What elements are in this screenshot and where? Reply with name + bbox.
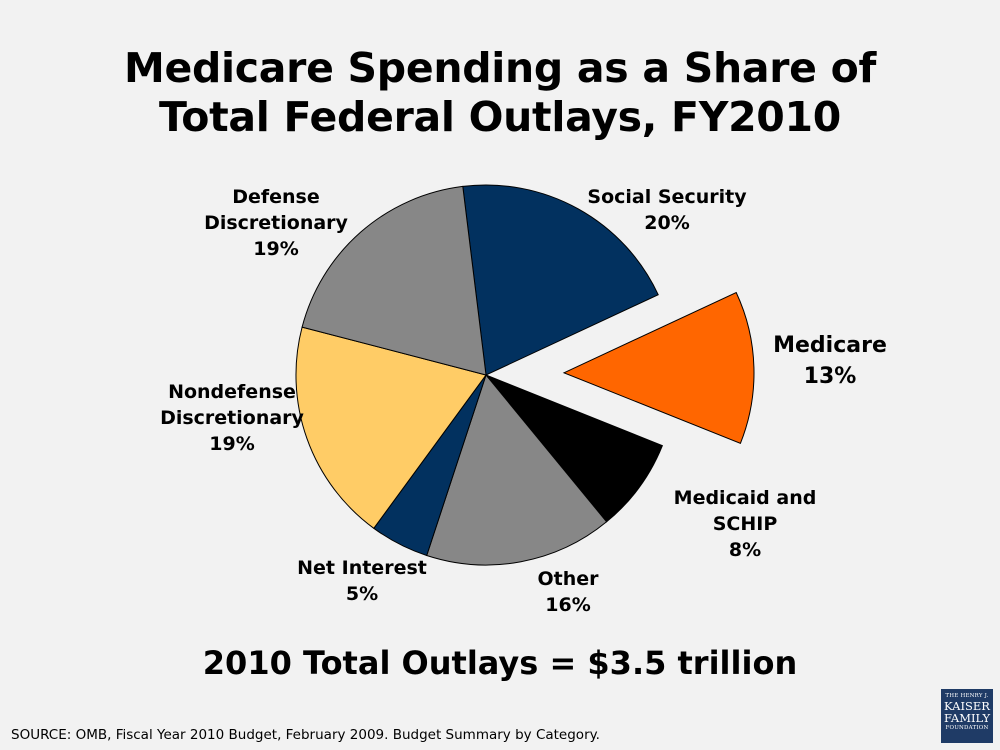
label-nondefense-line-1: Nondefense (168, 381, 296, 403)
label-social-security-value: 20% (644, 212, 690, 234)
source-note: SOURCE: OMB, Fiscal Year 2010 Budget, Fe… (11, 727, 600, 743)
label-other-name: Other (537, 568, 599, 590)
label-medicare: Medicare 13% (773, 330, 887, 392)
kaiser-family-foundation-logo: THE HENRY J. KAISER FAMILY FOUNDATION (941, 689, 993, 743)
label-medicaid-line-2: SCHIP (712, 513, 778, 535)
label-other-value: 16% (545, 594, 591, 616)
label-nondefense-discretionary: Nondefense Discretionary 19% (160, 379, 304, 457)
label-net-interest-name: Net Interest (297, 557, 427, 579)
label-defense-line-1: Defense (232, 186, 320, 208)
label-social-security-name: Social Security (587, 186, 747, 208)
label-medicare-value: 13% (803, 364, 857, 389)
logo-line-1: THE HENRY J. (945, 693, 989, 699)
label-medicaid-line-1: Medicaid and (673, 487, 817, 509)
label-medicaid-value: 8% (728, 539, 762, 561)
total-outlays: 2010 Total Outlays = $3.5 trillion (202, 644, 798, 682)
label-other: Other 16% (537, 566, 598, 618)
chart-title-line-1: Medicare Spending as a Share of (123, 44, 877, 92)
chart-title: Medicare Spending as a Share of Total Fe… (0, 44, 1000, 142)
label-medicaid-schip: Medicaid and SCHIP 8% (674, 485, 817, 563)
label-defense-line-2: Discretionary (204, 212, 348, 234)
pie-slice-medicaid-and-schip (485, 374, 664, 523)
label-nondefense-value: 19% (209, 433, 255, 455)
label-net-interest: Net Interest 5% (297, 555, 427, 607)
pie-slice-social-security (462, 184, 659, 376)
label-defense-discretionary: Defense Discretionary 19% (204, 184, 348, 262)
label-net-interest-value: 5% (345, 583, 379, 605)
logo-line-2: KAISER (944, 699, 990, 713)
logo-line-3: FAMILY (943, 711, 991, 725)
pie-slice-nondefense-discretionary (295, 326, 487, 529)
chart-title-line-2: Total Federal Outlays, FY2010 (159, 93, 841, 141)
label-defense-value: 19% (253, 238, 299, 260)
label-social-security: Social Security 20% (587, 184, 746, 236)
label-nondefense-line-2: Discretionary (160, 407, 304, 429)
pie-slice-medicare (562, 291, 755, 445)
logo-line-4: FOUNDATION (945, 725, 989, 731)
pie-slice-defense-discretionary (301, 185, 487, 376)
label-medicare-name: Medicare (773, 333, 887, 358)
pie-slice-other (426, 373, 608, 566)
